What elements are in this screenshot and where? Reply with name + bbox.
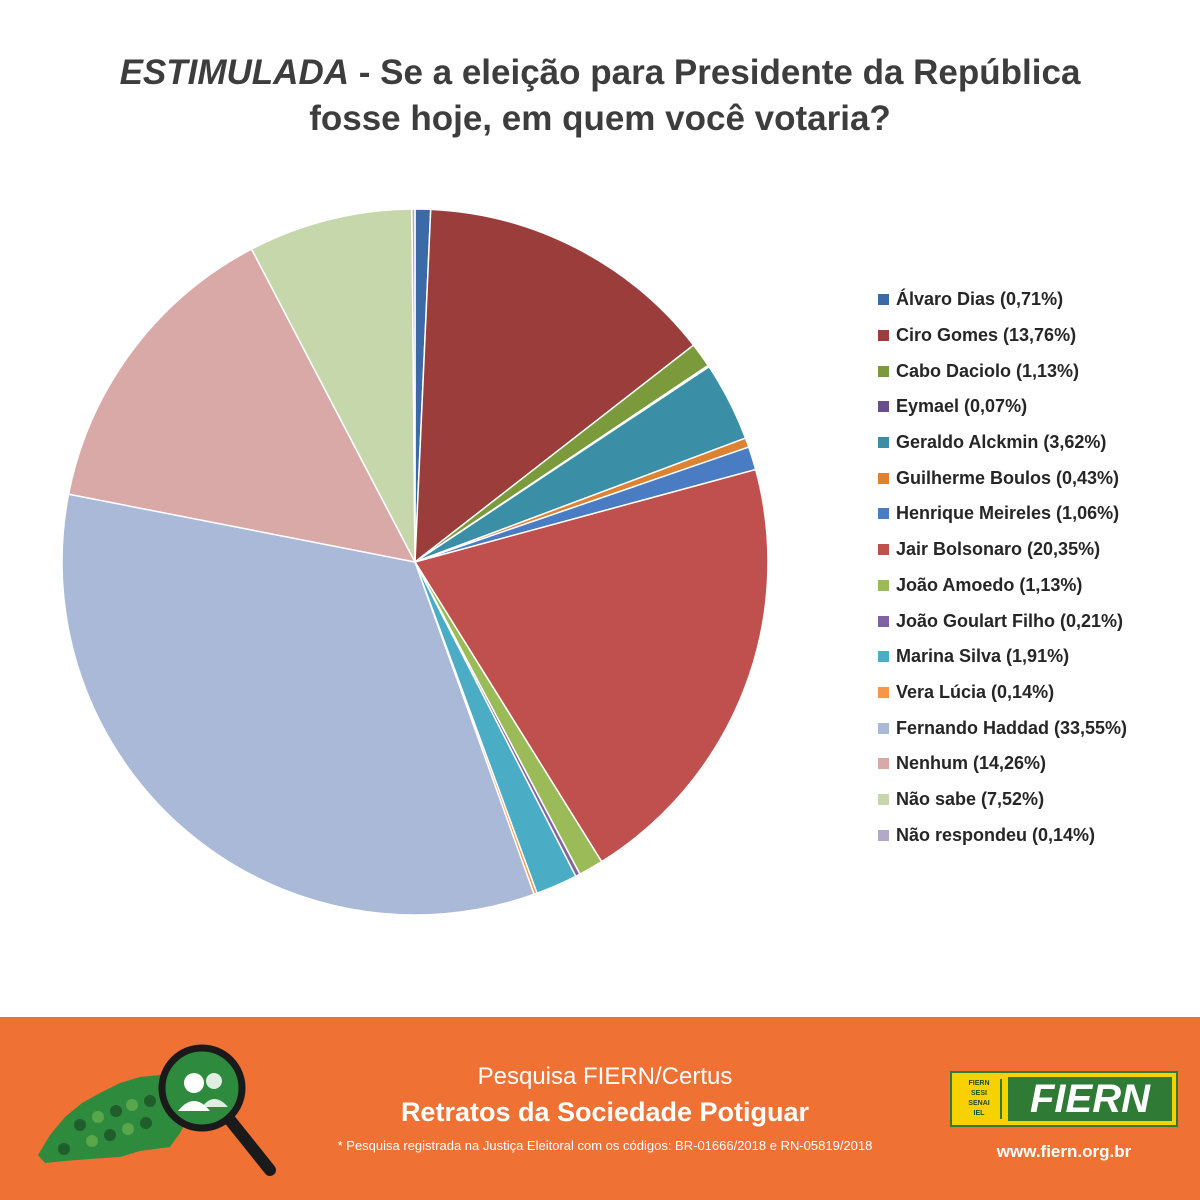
legend-item: Ciro Gomes (13,76%) [878,318,1127,354]
legend-swatch [878,615,889,627]
legend-item: Geraldo Alckmin (3,62%) [878,425,1127,461]
legend-item: Guilherme Boulos (0,43%) [878,460,1127,496]
brand-mini-text: SENAI [968,1100,990,1107]
legend-item: Marina Silva (1,91%) [878,639,1127,675]
pie-slice-ciro-gomes [414,208,695,564]
legend-label: Fernando Haddad (33,55%) [896,717,1128,738]
footer-subtitle: Pesquisa FIERN/Certus [477,1063,733,1090]
legend-label: Não sabe (7,52%) [896,788,1045,809]
legend-swatch [878,579,889,591]
legend-item: Eymael (0,07%) [878,389,1127,425]
legend-swatch [878,294,889,306]
legend-swatch [878,829,889,841]
legend-label: Marina Silva (1,91%) [896,646,1070,667]
pie-slice-nao-sabe [250,208,416,563]
chart-title-line-2: fosse hoje, em quem você votaria? [309,99,891,138]
legend-label: Henrique Meireles (1,06%) [896,503,1120,524]
legend-swatch [878,758,889,770]
pie-slices [61,208,769,916]
legend-label: Geraldo Alckmin (3,62%) [896,432,1107,453]
legend-item: Não sabe (7,52%) [878,782,1127,818]
fiern-mini-logo: FIERN SESI SENAI IEL [958,1079,1002,1119]
pie-slice-nao-respondeu [411,208,416,563]
chart-title-line-1: ESTIMULADA - Se a eleição para President… [0,50,1200,96]
chart-title: ESTIMULADA - Se a eleição para President… [0,50,1200,142]
legend-swatch [878,651,889,663]
legend-swatch [878,722,889,734]
pie-slice-nenhum [67,248,417,564]
legend-swatch [878,401,889,413]
legend-label: Guilherme Boulos (0,43%) [896,467,1120,488]
pie-chart [61,208,769,916]
magnifier-icon [158,1044,276,1176]
legend-swatch [878,365,889,377]
legend-item: Não respondeu (0,14%) [878,817,1127,853]
legend-label: João Goulart Filho (0,21%) [896,610,1124,631]
people-map-icon [38,1075,195,1163]
legend-item: Vera Lúcia (0,14%) [878,675,1127,711]
legend-item: João Amoedo (1,13%) [878,568,1127,604]
legend-swatch [878,793,889,805]
fiern-wordmark: FIERN [1008,1077,1172,1121]
legend-label: Vera Lúcia (0,14%) [896,681,1055,702]
footer-registration-note: * Pesquisa registrada na Justiça Eleitor… [337,1138,873,1153]
pie-slice-jair-bolsonaro [413,468,769,863]
legend-swatch [878,472,889,484]
legend-label: Nenhum (14,26%) [896,753,1047,774]
legend-swatch [878,437,889,449]
legend-label: Eymael (0,07%) [896,396,1028,417]
brand-mini-text: IEL [973,1110,985,1117]
legend-label: Álvaro Dias (0,71%) [896,289,1064,310]
chart-legend: Álvaro Dias (0,71%) Ciro Gomes (13,76%) Ca… [878,282,1127,853]
title-emphasis: ESTIMULADA [119,53,349,92]
legend-item: Nenhum (14,26%) [878,746,1127,782]
legend-item: Álvaro Dias (0,71%) [878,282,1127,318]
brand-mini-text: FIERN [968,1080,990,1087]
website-url[interactable]: www.fiern.org.br [996,1142,1132,1161]
footer-main-title: Retratos da Sociedade Potiguar [400,1097,810,1127]
footer-banner: Pesquisa FIERN/Certus Retratos da Socied… [0,1017,1200,1200]
legend-item: Fernando Haddad (33,55%) [878,710,1127,746]
legend-label: Cabo Daciolo (1,13%) [896,360,1080,381]
legend-label: Não respondeu (0,14%) [896,824,1096,845]
legend-label: João Amoedo (1,13%) [896,574,1083,595]
legend-swatch [878,508,889,520]
title-rest: - Se a eleição para Presidente da Repúbl… [349,53,1081,92]
fiern-logo: FIERN SESI SENAI IEL FIERN [950,1071,1178,1127]
map-magnifier-logo [38,1044,276,1176]
legend-item: João Goulart Filho (0,21%) [878,603,1127,639]
legend-item: Jair Bolsonaro (20,35%) [878,532,1127,568]
legend-swatch [878,686,889,698]
legend-label: Jair Bolsonaro (20,35%) [896,539,1101,560]
pie-slice-fernando-haddad [61,493,536,916]
legend-label: Ciro Gomes (13,76%) [896,325,1077,346]
legend-item: Cabo Daciolo (1,13%) [878,353,1127,389]
legend-swatch [878,330,889,342]
legend-item: Henrique Meireles (1,06%) [878,496,1127,532]
legend-swatch [878,544,889,556]
brand-mini-text: SESI [971,1090,987,1097]
